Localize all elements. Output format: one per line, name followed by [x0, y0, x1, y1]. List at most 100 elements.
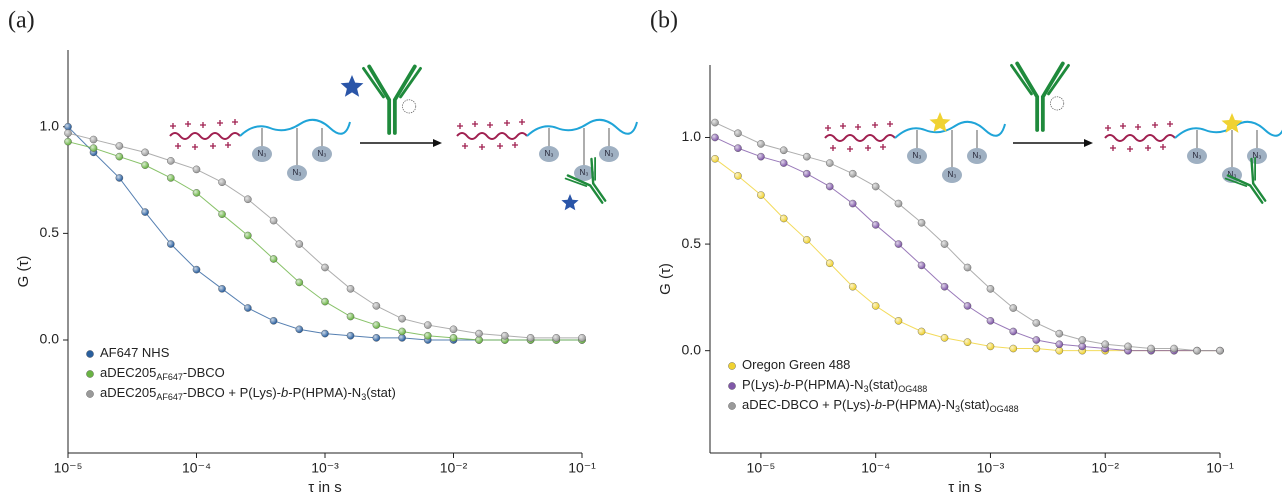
point-shine: [193, 166, 200, 173]
legend-marker: [86, 390, 94, 398]
charge-plus: [1135, 124, 1141, 130]
point-shine: [987, 317, 994, 325]
point-shine: [734, 172, 742, 180]
point-shine: [780, 159, 788, 167]
dye-star: [1221, 113, 1243, 133]
point-shine: [757, 140, 765, 148]
point-shine: [711, 119, 719, 126]
charge-plus: [872, 122, 878, 128]
charge-plus: [847, 146, 853, 152]
point-shine: [734, 144, 742, 152]
point-shine: [780, 146, 788, 154]
azide-group: [312, 146, 332, 162]
point-shine: [321, 298, 329, 306]
x-tick-label: 10⁻³: [977, 460, 1005, 476]
point-shine: [1032, 319, 1040, 327]
point-shine: [849, 200, 857, 207]
point-shine: [244, 232, 252, 239]
point-shine: [193, 266, 200, 274]
azide-group: [967, 148, 987, 164]
azide-group: [539, 146, 559, 162]
azide-label: N₃: [257, 149, 266, 158]
azide-group: [599, 146, 619, 162]
dye-star: [561, 194, 579, 211]
dye-star: [929, 112, 951, 132]
point-shine: [218, 178, 226, 186]
point-shine: [450, 334, 457, 342]
charge-plus: [1152, 122, 1158, 128]
point-shine: [1009, 304, 1017, 312]
legend-label: aDEC-DBCO + P(Lys)-b-P(HPMA)-N3​(stat)OG…: [742, 397, 1019, 414]
charge-plus: [170, 123, 176, 129]
x-axis-label: τ in s: [308, 479, 341, 496]
charge-plus: [880, 144, 886, 150]
point-shine: [321, 330, 329, 337]
azide-label: N₃: [292, 168, 301, 177]
charge-plus: [504, 120, 510, 126]
point-shine: [1009, 345, 1017, 352]
charge-plus: [472, 121, 478, 127]
antibody-heavy: [1015, 61, 1065, 132]
legend-subscript: OG488: [898, 384, 927, 394]
charge-plus: [1127, 146, 1133, 152]
point-shine: [450, 325, 457, 333]
point-shine: [372, 302, 380, 310]
point-shine: [987, 343, 994, 350]
point-shine: [167, 174, 175, 182]
point-shine: [964, 264, 971, 271]
x-tick-label: 10⁻¹: [1206, 460, 1234, 476]
charge-plus: [865, 145, 871, 151]
point-shine: [711, 134, 719, 141]
dbco: [402, 99, 417, 114]
legend-label: P(Lys)-b-P(HPMA)-N3​(stat)OG488​: [742, 377, 927, 394]
azide-label: N₃: [972, 151, 981, 160]
point-shine: [803, 170, 811, 178]
point-shine: [1078, 343, 1086, 350]
point-shine: [1147, 345, 1155, 352]
legend-italic: b: [875, 397, 882, 412]
legend-text: aDEC-DBCO + P(Lys)-: [742, 397, 875, 412]
point-shine: [295, 279, 303, 286]
point-shine: [895, 317, 902, 325]
azide-group: [252, 146, 272, 162]
azide-group: [574, 165, 594, 181]
point-shine: [295, 240, 303, 248]
arrow-head: [1084, 139, 1093, 147]
point-shine: [918, 261, 925, 269]
point-shine: [849, 283, 857, 291]
legend-marker: [86, 350, 94, 358]
legend-label: aDEC205AF647​-DBCO: [100, 365, 225, 382]
y-tick-label: 0.5: [40, 224, 60, 240]
y-axis-label: G (τ): [657, 263, 674, 295]
azide-group: [907, 148, 927, 164]
azide-group: [1187, 148, 1207, 164]
x-tick-label: 10⁻¹: [568, 460, 596, 476]
charge-plus: [225, 142, 231, 148]
charge-plus: [175, 143, 181, 149]
x-tick-label: 10⁻⁴: [182, 460, 211, 476]
legend-text: -DBCO: [183, 365, 225, 380]
x-tick-label: 10⁻⁴: [861, 460, 890, 476]
azide-label: N₃: [1192, 151, 1201, 160]
point-shine: [424, 321, 432, 329]
point-shine: [321, 264, 329, 271]
azide-label: N₃: [1252, 151, 1261, 160]
charge-plus: [519, 119, 525, 125]
x-tick-label: 10⁻⁵: [747, 460, 776, 476]
polycation-chain: [456, 132, 528, 140]
charge-plus: [825, 125, 831, 131]
point-shine: [501, 332, 509, 340]
point-shine: [115, 142, 123, 150]
point-shine: [987, 285, 994, 293]
charge-plus: [497, 143, 503, 149]
point-shine: [895, 200, 902, 207]
antibody: [564, 157, 607, 204]
charge-plus: [1110, 145, 1116, 151]
charge-plus: [487, 122, 493, 128]
azide-label: N₃: [947, 170, 956, 179]
point-shine: [64, 138, 72, 146]
point-shine: [347, 332, 354, 340]
azide-label: N₃: [912, 151, 921, 160]
legend-text: (stat): [869, 377, 899, 392]
point-shine: [711, 155, 719, 163]
